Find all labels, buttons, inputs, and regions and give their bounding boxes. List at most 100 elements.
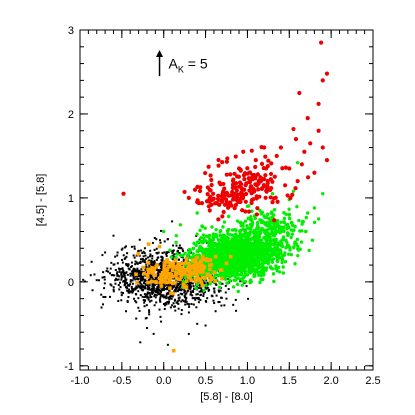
data-point: [136, 251, 140, 256]
data-point: [132, 254, 135, 257]
data-point: [198, 244, 202, 249]
data-point: [241, 149, 246, 154]
data-point: [293, 262, 297, 266]
data-point: [180, 282, 183, 285]
data-point: [109, 267, 112, 270]
data-point: [219, 254, 223, 258]
data-point: [212, 270, 217, 275]
data-point: [141, 265, 146, 270]
data-point: [118, 275, 121, 278]
data-point: [100, 293, 103, 296]
data-point: [117, 299, 120, 302]
data-point: [173, 253, 176, 256]
data-point: [139, 258, 142, 261]
data-point: [246, 237, 250, 241]
data-point: [107, 270, 110, 273]
data-point: [224, 172, 229, 177]
data-point: [235, 282, 240, 287]
data-point: [256, 259, 260, 264]
data-point: [125, 245, 128, 248]
data-point: [248, 278, 253, 282]
data-point: [321, 192, 325, 196]
data-point: [104, 251, 107, 254]
data-point: [125, 255, 128, 258]
data-point: [180, 246, 183, 249]
data-point: [270, 229, 274, 234]
data-point: [188, 281, 191, 284]
data-point: [283, 183, 288, 188]
x-tick-label: -0.5: [112, 375, 131, 387]
data-point: [106, 267, 109, 270]
data-point: [182, 260, 185, 263]
data-point: [238, 266, 243, 271]
data-point: [150, 271, 155, 275]
data-point: [157, 256, 160, 259]
data-point: [164, 301, 167, 304]
data-point: [242, 259, 246, 263]
data-point: [162, 229, 166, 234]
data-point: [184, 300, 187, 303]
data-point: [176, 262, 181, 266]
data-point: [196, 293, 199, 296]
data-point: [230, 185, 235, 190]
data-point: [130, 270, 133, 273]
data-point: [151, 241, 154, 244]
data-points: [82, 40, 330, 353]
data-point: [274, 225, 279, 229]
data-point: [243, 280, 248, 284]
data-point: [245, 224, 249, 228]
data-point: [221, 246, 226, 251]
data-point: [214, 227, 218, 232]
data-point: [145, 316, 148, 319]
data-point: [151, 285, 154, 288]
data-point: [178, 296, 181, 299]
data-point: [137, 250, 140, 253]
data-point: [272, 233, 277, 238]
data-point: [268, 171, 274, 177]
data-point: [169, 306, 172, 309]
data-point: [214, 263, 218, 268]
data-point: [255, 206, 260, 211]
data-point: [220, 257, 225, 261]
data-point: [218, 268, 223, 272]
data-point: [175, 252, 179, 256]
data-point: [259, 277, 263, 282]
data-point: [150, 295, 153, 298]
data-point: [134, 300, 137, 303]
data-point: [226, 214, 231, 219]
data-point: [312, 206, 317, 210]
data-point: [268, 177, 273, 182]
data-point: [176, 282, 179, 285]
data-point: [292, 228, 296, 232]
data-point: [262, 255, 266, 259]
data-point: [125, 271, 128, 274]
data-point: [143, 247, 146, 250]
data-point: [126, 289, 129, 292]
data-point: [205, 287, 208, 290]
data-point: [171, 348, 176, 353]
data-point: [250, 190, 255, 195]
data-point: [178, 299, 181, 302]
data-point: [174, 289, 177, 292]
data-point: [169, 255, 174, 259]
data-point: [227, 288, 230, 291]
data-point: [316, 217, 321, 221]
data-point: [153, 280, 158, 284]
data-point: [130, 261, 133, 264]
data-point: [234, 174, 240, 179]
data-point: [168, 286, 172, 291]
data-point: [173, 305, 176, 308]
data-point: [238, 234, 242, 238]
data-point: [258, 208, 262, 213]
data-point: [123, 273, 126, 276]
data-point: [290, 223, 295, 228]
data-point: [136, 267, 139, 270]
data-point: [187, 250, 191, 254]
y-tick-label: 3: [68, 25, 74, 37]
data-point: [221, 282, 224, 285]
data-point: [250, 176, 255, 182]
data-point: [148, 313, 151, 316]
data-point: [170, 287, 173, 290]
data-point: [102, 271, 105, 274]
data-point: [252, 172, 257, 178]
